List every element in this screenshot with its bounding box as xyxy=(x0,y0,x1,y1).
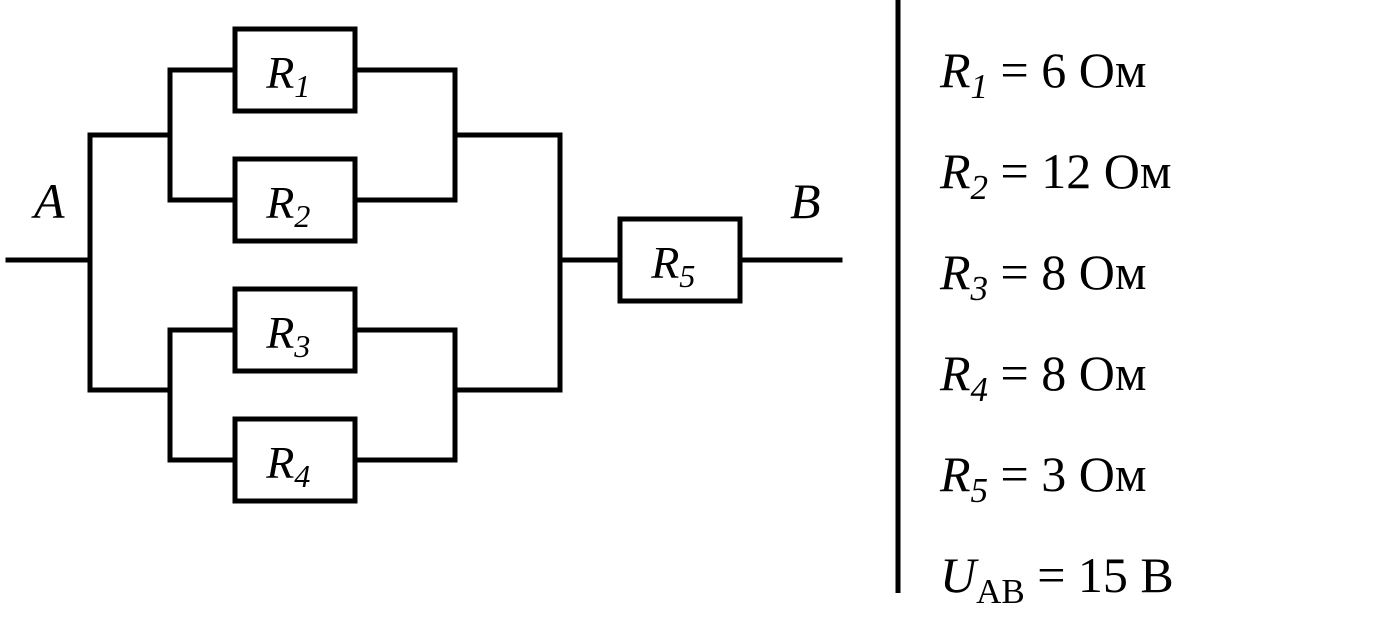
given-sub-3: 4 xyxy=(971,370,989,409)
terminal-a-label: A xyxy=(34,172,65,230)
resistor-r5: R5 xyxy=(620,219,740,301)
given-sym-0: R xyxy=(940,42,971,98)
resistor-r2: R2 xyxy=(235,159,355,241)
given-sub-5: AB xyxy=(976,572,1025,611)
given-sub-0: 1 xyxy=(971,67,989,106)
given-line-3: R4 = 8 Ом xyxy=(940,331,1174,432)
given-line-1: R2 = 12 Ом xyxy=(940,129,1174,230)
resistor-r3: R3 xyxy=(235,289,355,371)
given-line-5: UAB = 15 В xyxy=(940,533,1174,634)
terminal-b-label: B xyxy=(790,172,821,230)
given-sym-3: R xyxy=(940,345,971,401)
given-val-4: = 3 Ом xyxy=(988,446,1146,502)
given-val-5: = 15 В xyxy=(1025,547,1174,603)
resistor-r1: R1 xyxy=(235,29,355,111)
given-line-0: R1 = 6 Ом xyxy=(940,28,1174,129)
given-val-2: = 8 Ом xyxy=(988,244,1146,300)
given-line-2: R3 = 8 Ом xyxy=(940,230,1174,331)
given-val-1: = 12 Ом xyxy=(988,143,1171,199)
given-sym-4: R xyxy=(940,446,971,502)
given-values-list: R1 = 6 ОмR2 = 12 ОмR3 = 8 ОмR4 = 8 ОмR5 … xyxy=(940,28,1174,634)
given-sym-1: R xyxy=(940,143,971,199)
given-sub-2: 3 xyxy=(971,269,989,308)
given-sym-2: R xyxy=(940,244,971,300)
given-sub-1: 2 xyxy=(971,168,989,207)
given-sub-4: 5 xyxy=(971,471,989,510)
resistor-r4: R4 xyxy=(235,419,355,501)
given-sym-5: U xyxy=(940,547,976,603)
given-line-4: R5 = 3 Ом xyxy=(940,432,1174,533)
given-val-3: = 8 Ом xyxy=(988,345,1146,401)
given-val-0: = 6 Ом xyxy=(988,42,1146,98)
circuit-diagram: R1R2R3R4R5 xyxy=(0,0,1392,593)
